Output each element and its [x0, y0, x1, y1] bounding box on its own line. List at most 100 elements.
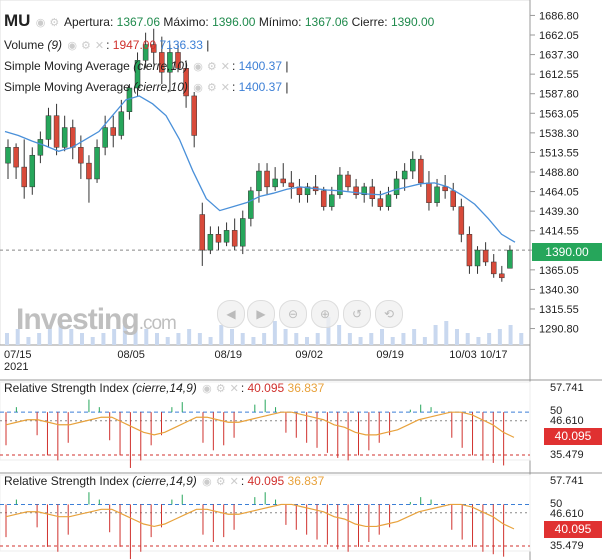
volume-bar	[401, 333, 406, 345]
candle-body	[434, 186, 440, 203]
close-icon[interactable]: ✕	[229, 383, 239, 395]
candle-body	[5, 147, 11, 164]
open-value: 1367.06	[116, 15, 161, 29]
volume-bar	[187, 329, 192, 345]
zoom-in-button[interactable]: ⊕	[311, 300, 339, 328]
close-icon[interactable]: ✕	[220, 82, 230, 94]
scroll-left-button[interactable]: ◀	[217, 300, 245, 328]
candle-body	[458, 206, 465, 235]
candle-body	[490, 261, 497, 275]
volume-bar	[165, 337, 170, 345]
eye-icon[interactable]: ◉	[35, 17, 46, 29]
rsi1-legend: Relative Strength Index (cierre,14,9) ◉ ⚙…	[4, 381, 325, 395]
rsi1-tag: 40.095	[544, 428, 602, 445]
settings-icon[interactable]: ⚙	[206, 61, 217, 73]
candle-body	[110, 127, 116, 136]
candle-body	[29, 154, 36, 188]
candle-body	[199, 214, 206, 251]
rsi2-label: Relative Strength Index	[4, 474, 129, 488]
eye-icon[interactable]: ◉	[202, 476, 212, 488]
sma-line	[4, 95, 516, 243]
candle-body	[191, 95, 197, 136]
rsi-panel-frame-1	[0, 381, 531, 461]
volume-bar	[294, 333, 299, 345]
candle-body	[159, 52, 165, 73]
volume-bar	[476, 337, 481, 345]
candle-body	[94, 147, 100, 180]
candle-body	[426, 182, 432, 203]
sma1-value: 1400.37	[238, 59, 282, 73]
sma2-label: Simple Moving Average	[4, 80, 130, 94]
sma1-label: Simple Moving Average	[4, 59, 130, 73]
candle-body	[223, 230, 230, 243]
price-tick-label: 1414.55	[539, 226, 579, 238]
candle-body	[507, 249, 513, 269]
candle-body	[78, 147, 84, 164]
volume-bar	[283, 329, 288, 345]
refresh-button[interactable]: ⟲	[375, 300, 403, 328]
candle-body	[134, 60, 141, 89]
candle-body	[207, 234, 214, 251]
candle-body	[320, 190, 327, 207]
eye-icon[interactable]: ◉	[193, 82, 203, 94]
close-icon[interactable]: ✕	[94, 40, 105, 52]
volume-bar	[337, 325, 342, 345]
rsi2-tag: 40.095	[544, 521, 602, 538]
volume-bar	[133, 321, 138, 345]
candle-body	[175, 52, 181, 69]
candle-body	[466, 234, 473, 267]
price-tick-label: 1464.05	[539, 187, 579, 199]
candle-body	[337, 174, 343, 196]
scroll-right-button[interactable]: ▶	[247, 300, 275, 328]
settings-icon[interactable]: ⚙	[206, 82, 217, 94]
volume-bar	[230, 329, 234, 345]
symbol-label: MU	[4, 11, 31, 30]
price-tick-label: 1488.80	[539, 167, 579, 179]
candle-body	[45, 115, 52, 140]
candle-body	[102, 127, 108, 148]
price-tick-label: 1365.05	[539, 265, 579, 277]
volume-bar	[112, 329, 117, 345]
close-icon[interactable]: ✕	[229, 476, 239, 488]
price-tick-label: 1587.80	[539, 89, 579, 101]
eye-icon[interactable]: ◉	[67, 40, 77, 52]
zoom-out-button[interactable]: ⊖	[279, 300, 307, 328]
rsi-axis-label: 35.479	[550, 540, 584, 552]
rsi-axis-label: 57.741	[550, 475, 584, 487]
close-icon[interactable]: ✕	[220, 61, 230, 73]
current-price-tag: 1390.00	[532, 243, 602, 261]
volume-bar	[262, 333, 267, 345]
reset-button[interactable]: ↺	[343, 300, 371, 328]
eye-icon[interactable]: ◉	[202, 383, 212, 395]
candle-body	[264, 170, 270, 188]
candle-body	[118, 111, 125, 136]
price-tick-label: 1290.80	[539, 324, 579, 336]
date-tick-label: 10/17	[480, 349, 508, 361]
rsi-signal-line	[5, 503, 515, 530]
high-value: 1396.00	[212, 15, 256, 29]
volume-bar	[305, 337, 309, 345]
price-tick-label: 1439.30	[539, 206, 579, 218]
date-tick-label: 07/15	[4, 349, 32, 361]
candle-body	[37, 139, 44, 156]
rsi1-value-a: 40.095	[247, 381, 285, 395]
volume-bar	[465, 333, 470, 345]
settings-icon[interactable]: ⚙	[215, 476, 226, 488]
candle-body	[280, 178, 286, 184]
settings-icon[interactable]: ⚙	[49, 17, 60, 29]
eye-icon[interactable]: ◉	[193, 61, 203, 73]
volume-bar	[433, 325, 438, 345]
volume-legend: Volume (9) ◉ ⚙ ✕: 1947.00 7136.33 |	[4, 38, 210, 52]
candle-body	[385, 194, 392, 207]
candle-body	[401, 170, 408, 180]
volume-bar	[69, 329, 74, 345]
settings-icon[interactable]: ⚙	[81, 40, 91, 52]
investing-logo: Investing.com	[16, 303, 177, 336]
volume-bar	[144, 329, 149, 345]
candle-body	[13, 147, 19, 168]
settings-icon[interactable]: ⚙	[215, 383, 226, 395]
candle-body	[353, 186, 359, 196]
candle-body	[53, 115, 60, 148]
volume-value-b: 7136.33	[159, 38, 203, 52]
